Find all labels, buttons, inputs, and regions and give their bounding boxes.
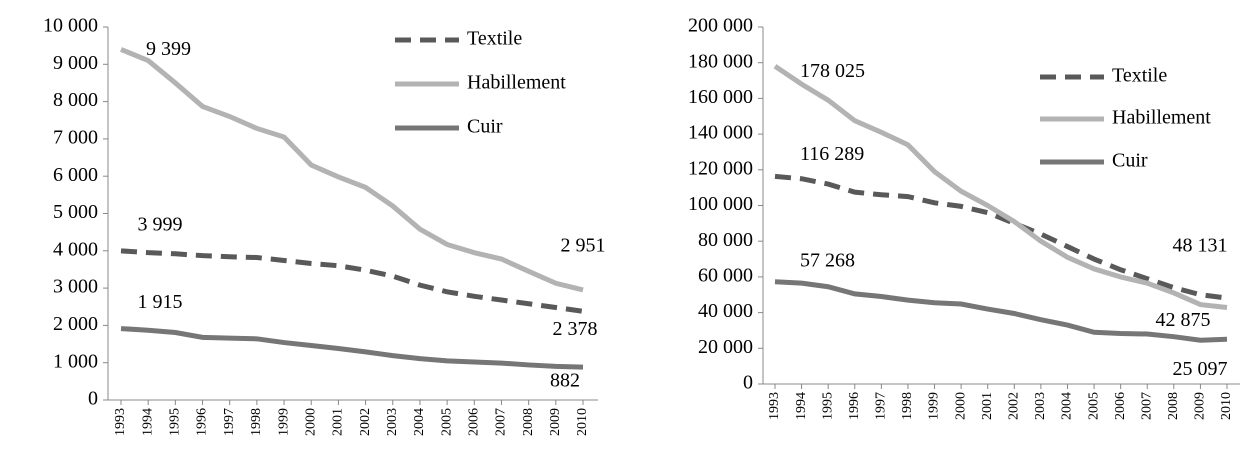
y-tick-label: 60 000 bbox=[698, 264, 753, 286]
line-series bbox=[120, 47, 584, 293]
legend-label: Habillement bbox=[1112, 107, 1211, 129]
y-tick-label: 3 000 bbox=[53, 276, 98, 298]
x-tick-label: 1996 bbox=[847, 392, 862, 420]
value-label: 2 378 bbox=[553, 318, 598, 340]
y-tick-label: 180 000 bbox=[688, 50, 753, 72]
x-tick-label: 2003 bbox=[1033, 392, 1048, 420]
x-tick-label: 2005 bbox=[1086, 392, 1101, 420]
x-tick-label: 1994 bbox=[794, 392, 809, 420]
x-tick-label: 1999 bbox=[276, 408, 291, 436]
x-tick-label: 1999 bbox=[927, 392, 942, 420]
x-tick-label: 1998 bbox=[900, 392, 915, 420]
y-tick-label: 6 000 bbox=[53, 164, 98, 186]
x-tick-label: 2005 bbox=[439, 408, 454, 436]
x-tick-label: 2000 bbox=[303, 408, 318, 436]
y-tick-label: 160 000 bbox=[688, 86, 753, 108]
value-label: 1 915 bbox=[138, 291, 183, 313]
y-tick-label: 140 000 bbox=[688, 122, 753, 144]
x-tick-label: 2003 bbox=[385, 408, 400, 436]
legend-label: Textile bbox=[1112, 65, 1167, 87]
x-tick-label: 2000 bbox=[953, 392, 968, 420]
x-tick-label: 2001 bbox=[980, 392, 995, 420]
value-label: 882 bbox=[550, 370, 580, 392]
x-tick-label: 2006 bbox=[467, 408, 482, 436]
y-tick-label: 8 000 bbox=[53, 89, 98, 111]
value-label: 42 875 bbox=[1156, 309, 1211, 331]
y-tick-label: 0 bbox=[88, 388, 98, 410]
value-label: 178 025 bbox=[800, 60, 865, 82]
value-label: 116 289 bbox=[800, 143, 864, 165]
legend-label: Habillement bbox=[467, 72, 566, 94]
x-tick-label: 2001 bbox=[331, 408, 346, 436]
value-label: 2 951 bbox=[561, 235, 606, 257]
x-tick-label: 2006 bbox=[1113, 392, 1128, 420]
line-series bbox=[120, 326, 584, 370]
y-tick-label: 1 000 bbox=[53, 350, 98, 372]
y-tick-label: 0 bbox=[743, 372, 753, 394]
x-tick-label: 1993 bbox=[113, 408, 128, 436]
x-tick-label: 1994 bbox=[140, 408, 155, 436]
y-tick-label: 20 000 bbox=[698, 336, 753, 358]
value-label: 57 268 bbox=[800, 249, 855, 271]
line-series bbox=[774, 279, 1228, 343]
legend-label: Cuir bbox=[467, 116, 503, 138]
x-tick-label: 2010 bbox=[1219, 392, 1234, 420]
y-tick-label: 10 000 bbox=[43, 15, 98, 37]
x-tick-label: 2007 bbox=[494, 408, 509, 436]
x-tick-label: 1993 bbox=[767, 392, 782, 420]
x-tick-label: 2007 bbox=[1139, 392, 1154, 420]
legend-label: Textile bbox=[467, 28, 522, 50]
y-tick-label: 2 000 bbox=[53, 313, 98, 335]
x-tick-label: 2004 bbox=[412, 408, 427, 436]
y-tick-label: 100 000 bbox=[688, 193, 753, 215]
x-tick-label: 1997 bbox=[222, 408, 237, 436]
line-series bbox=[774, 173, 1228, 301]
line-series bbox=[120, 248, 584, 314]
value-label: 25 097 bbox=[1173, 358, 1228, 380]
value-label: 9 399 bbox=[146, 38, 191, 60]
y-tick-label: 4 000 bbox=[53, 238, 98, 260]
y-tick-label: 5 000 bbox=[53, 201, 98, 223]
y-tick-label: 80 000 bbox=[698, 229, 753, 251]
y-tick-label: 120 000 bbox=[688, 157, 753, 179]
x-tick-label: 2002 bbox=[358, 408, 373, 436]
x-tick-label: 1998 bbox=[249, 408, 264, 436]
line-series bbox=[773, 64, 1228, 310]
x-tick-label: 1995 bbox=[168, 408, 183, 436]
x-tick-label: 1997 bbox=[874, 392, 889, 420]
x-tick-label: 1996 bbox=[195, 408, 210, 436]
x-tick-label: 1995 bbox=[820, 392, 835, 420]
value-label: 3 999 bbox=[138, 213, 183, 235]
y-tick-label: 40 000 bbox=[698, 300, 753, 322]
legend-label: Cuir bbox=[1112, 150, 1148, 172]
x-tick-label: 2004 bbox=[1060, 392, 1075, 420]
x-tick-label: 2009 bbox=[1193, 392, 1208, 420]
y-tick-label: 200 000 bbox=[688, 15, 753, 37]
x-tick-label: 2009 bbox=[548, 408, 563, 436]
x-tick-label: 2010 bbox=[575, 408, 590, 436]
x-tick-label: 2008 bbox=[1166, 392, 1181, 420]
x-tick-label: 2008 bbox=[521, 408, 536, 436]
value-label: 48 131 bbox=[1173, 235, 1228, 257]
x-tick-label: 2002 bbox=[1007, 392, 1022, 420]
y-tick-label: 7 000 bbox=[53, 126, 98, 148]
y-tick-label: 9 000 bbox=[53, 52, 98, 74]
